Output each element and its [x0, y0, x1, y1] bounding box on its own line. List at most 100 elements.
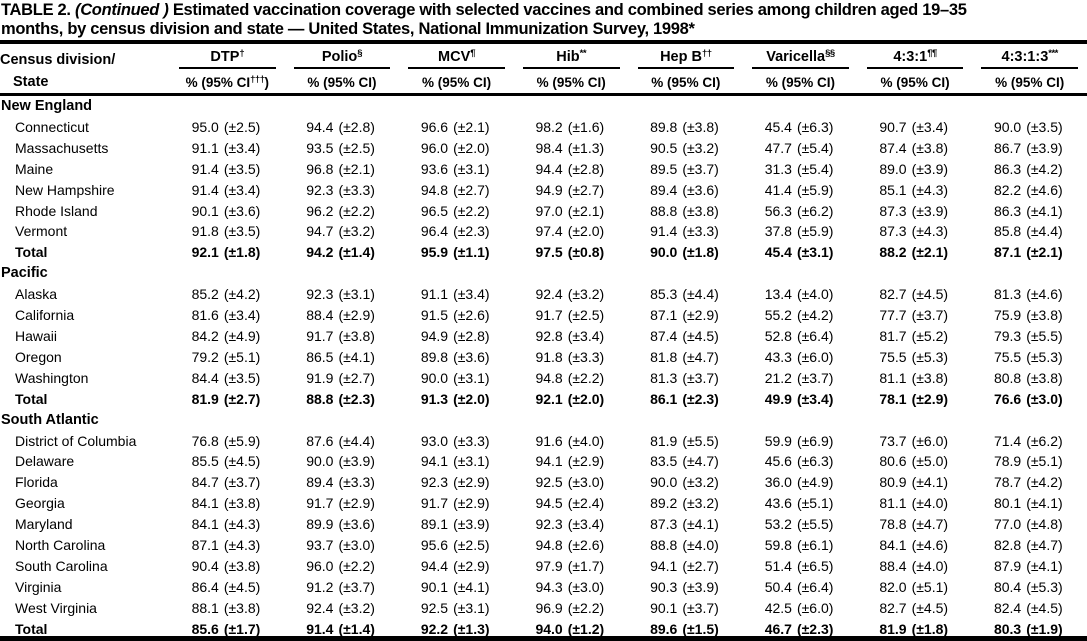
coverage-cell: 80.6 (±5.0) — [858, 451, 973, 472]
coverage-cell: 96.5 (±2.2) — [399, 201, 514, 222]
state-name: Maine — [15, 160, 54, 177]
coverage-cell: 21.2 (±3.7) — [743, 368, 858, 389]
coverage-ci: (±2.9) — [453, 474, 490, 491]
coverage-value: 94.4 — [306, 118, 334, 135]
coverage-value: 88.8 — [650, 202, 678, 219]
coverage-ci: (±1.8) — [911, 620, 949, 637]
coverage-value: 81.1 — [879, 495, 907, 512]
coverage-cell: 95.0 (±2.5) — [170, 117, 285, 138]
ci-subheader: % (95% CI) — [743, 68, 858, 96]
coverage-ci: (±3.3) — [453, 432, 490, 449]
state-name: Vermont — [15, 223, 68, 240]
coverage-cell: 92.3 (±3.1) — [285, 284, 400, 305]
state-name: Virginia — [15, 578, 62, 595]
coverage-ci: (±3.5) — [223, 160, 261, 177]
coverage-cell: 86.5 (±4.1) — [285, 347, 400, 368]
coverage-cell: 98.2 (±1.6) — [514, 117, 629, 138]
coverage-cell: 91.4 (±3.5) — [170, 159, 285, 180]
coverage-ci: (±3.2) — [338, 599, 375, 616]
coverage-ci: (±3.5) — [223, 223, 261, 240]
data-row: Washington 84.4 (±3.5) 91.9 (±2.7) 90.0 (±3.1)… — [0, 368, 1087, 389]
coverage-value: 92.5 — [420, 599, 449, 616]
coverage-value: 82.4 — [993, 599, 1022, 616]
coverage-ci: (±2.0) — [567, 223, 605, 240]
state-name: Total — [15, 620, 48, 637]
title-line-2: months, by census division and state — U… — [1, 20, 695, 38]
coverage-ci: (±3.6) — [223, 202, 261, 219]
coverage-value: 92.3 — [306, 181, 334, 198]
coverage-value: 94.2 — [306, 244, 334, 261]
coverage-value: 81.3 — [650, 369, 678, 386]
coverage-cell: 92.2 (±1.3) — [399, 619, 514, 640]
coverage-ci: (±2.0) — [453, 139, 490, 156]
data-row: Hawaii 84.2 (±4.9) 91.7 (±3.8) 94.9 (±2.8) 92.8… — [0, 326, 1087, 347]
coverage-ci: (±3.5) — [1026, 118, 1063, 135]
coverage-cell: 89.8 (±3.6) — [399, 347, 514, 368]
coverage-ci: (±1.3) — [453, 620, 490, 637]
coverage-cell: 91.7 (±2.9) — [399, 493, 514, 514]
coverage-cell: 87.1 (±2.9) — [629, 305, 744, 326]
coverage-cell: 96.9 (±2.2) — [514, 598, 629, 619]
coverage-ci: (±2.5) — [453, 537, 490, 554]
coverage-value: 75.9 — [993, 307, 1022, 324]
coverage-value: 88.4 — [879, 557, 907, 574]
coverage-cell: 55.2 (±4.2) — [743, 305, 858, 326]
coverage-ci: (±3.9) — [911, 202, 949, 219]
coverage-ci: (±1.5) — [682, 620, 719, 637]
coverage-ci: (±2.5) — [567, 307, 605, 324]
coverage-ci: (±3.4) — [796, 390, 834, 407]
coverage-cell: 85.2 (±4.2) — [170, 284, 285, 305]
state-name: Alaska — [15, 286, 58, 303]
coverage-value: 94.1 — [420, 453, 449, 470]
coverage-cell: 89.2 (±3.2) — [629, 493, 744, 514]
coverage-cell: 93.6 (±3.1) — [399, 159, 514, 180]
coverage-value: 85.6 — [191, 620, 219, 637]
coverage-ci: (±3.2) — [682, 495, 719, 512]
coverage-cell: 82.2 (±4.6) — [972, 180, 1087, 201]
coverage-ci: (±5.0) — [911, 453, 949, 470]
coverage-ci: (±2.0) — [567, 390, 605, 407]
coverage-ci: (±3.9) — [1026, 139, 1063, 156]
coverage-ci: (±2.2) — [567, 369, 605, 386]
data-row: Virginia 86.4 (±4.5) 91.2 (±3.7) 90.1 (±4.1) 94… — [0, 577, 1087, 598]
coverage-ci: (±2.2) — [338, 557, 375, 574]
coverage-value: 81.9 — [879, 620, 907, 637]
coverage-ci: (±1.2) — [567, 620, 605, 637]
coverage-ci: (±2.9) — [338, 495, 375, 512]
coverage-value: 89.4 — [306, 474, 334, 491]
coverage-value: 94.8 — [420, 181, 449, 198]
coverage-value: 91.9 — [306, 369, 334, 386]
coverage-value: 47.7 — [764, 139, 792, 156]
coverage-cell: 75.9 (±3.8) — [972, 305, 1087, 326]
coverage-cell: 84.4 (±3.5) — [170, 368, 285, 389]
coverage-cell: 78.1 (±2.9) — [858, 389, 973, 410]
coverage-cell: 81.8 (±4.7) — [629, 347, 744, 368]
coverage-ci: (±5.5) — [796, 516, 834, 533]
coverage-cell: 88.8 (±4.0) — [629, 535, 744, 556]
coverage-cell: 81.6 (±3.4) — [170, 305, 285, 326]
coverage-value: 84.7 — [191, 474, 219, 491]
coverage-ci: (±5.1) — [223, 348, 261, 365]
coverage-ci: (±2.3) — [338, 390, 375, 407]
coverage-ci: (±4.2) — [796, 307, 834, 324]
coverage-cell: 75.5 (±5.3) — [972, 347, 1087, 368]
coverage-ci: (±3.6) — [453, 348, 490, 365]
coverage-cell: 97.9 (±1.7) — [514, 556, 629, 577]
coverage-value: 97.5 — [535, 244, 563, 261]
coverage-value: 77.7 — [879, 307, 907, 324]
coverage-ci: (±3.8) — [338, 327, 375, 344]
coverage-value: 86.3 — [993, 202, 1022, 219]
coverage-ci: (±2.4) — [567, 495, 605, 512]
coverage-ci: (±2.1) — [338, 160, 375, 177]
ci-subheader: % (95% CI) — [284, 68, 400, 96]
coverage-ci: (±3.4) — [911, 118, 949, 135]
coverage-cell: 78.7 (±4.2) — [972, 472, 1087, 493]
coverage-ci: (±3.4) — [223, 307, 261, 324]
coverage-value: 82.2 — [993, 181, 1022, 198]
state-name: New Hampshire — [15, 181, 115, 198]
coverage-value: 45.4 — [764, 118, 792, 135]
coverage-cell: 94.8 (±2.7) — [399, 180, 514, 201]
section-header-row: Pacific — [0, 263, 1087, 284]
coverage-cell: 92.5 (±3.0) — [514, 472, 629, 493]
coverage-value: 90.1 — [420, 578, 449, 595]
